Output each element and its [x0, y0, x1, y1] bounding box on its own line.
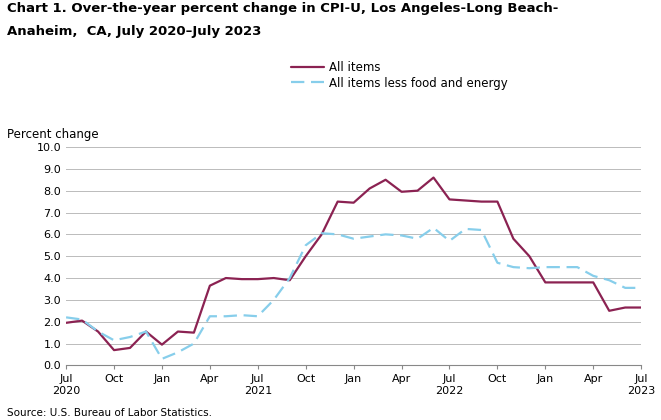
Text: Chart 1. Over-the-year percent change in CPI-U, Los Angeles-Long Beach-: Chart 1. Over-the-year percent change in…: [7, 2, 558, 15]
All items less food and energy: [126, 334, 134, 339]
All items less food and energy: [318, 231, 326, 236]
All items less food and energy: [525, 266, 533, 271]
All items less food and energy: [174, 350, 182, 355]
All items: [78, 318, 86, 323]
All items less food and energy: [254, 314, 262, 319]
All items less food and energy: [158, 356, 166, 361]
All items: [461, 198, 469, 203]
All items less food and energy: [270, 297, 278, 302]
All items: [222, 276, 230, 281]
All items less food and energy: [430, 225, 438, 230]
All items: [270, 276, 278, 281]
All items less food and energy: [334, 232, 342, 237]
All items less food and energy: [301, 243, 309, 248]
All items: [142, 329, 150, 334]
All items: [254, 277, 262, 282]
All items: [590, 280, 598, 285]
All items less food and energy: [573, 265, 581, 270]
All items less food and energy: [397, 233, 405, 238]
All items: [525, 254, 533, 259]
All items: [238, 277, 246, 282]
All items less food and energy: [206, 314, 214, 319]
All items: [414, 188, 422, 193]
All items: [94, 329, 102, 334]
All items less food and energy: [461, 226, 469, 231]
All items: [430, 175, 438, 180]
All items: [62, 320, 70, 326]
All items: [286, 278, 293, 283]
All items: [301, 254, 309, 259]
All items less food and energy: [510, 265, 518, 270]
All items less food and energy: [222, 314, 230, 319]
All items: [573, 280, 581, 285]
All items less food and energy: [78, 317, 86, 322]
All items less food and energy: [142, 329, 150, 334]
All items less food and energy: [477, 228, 485, 233]
Text: Anaheim,  CA, July 2020–July 2023: Anaheim, CA, July 2020–July 2023: [7, 25, 261, 38]
All items less food and energy: [414, 236, 422, 241]
All items: [605, 308, 613, 313]
All items: [110, 348, 118, 353]
All items less food and energy: [621, 285, 629, 290]
All items: [621, 305, 629, 310]
All items less food and energy: [350, 236, 358, 241]
All items: [206, 283, 214, 288]
All items: [158, 342, 166, 347]
All items: [510, 236, 518, 241]
All items less food and energy: [541, 265, 549, 270]
All items: [397, 189, 405, 194]
All items: [446, 197, 453, 202]
All items less food and energy: [446, 239, 453, 244]
All items less food and energy: [286, 276, 293, 281]
All items: [174, 329, 182, 334]
All items less food and energy: [637, 285, 645, 290]
All items: [381, 177, 389, 182]
All items less food and energy: [493, 260, 501, 265]
All items: [190, 330, 198, 335]
All items less food and energy: [94, 329, 102, 334]
Line: All items less food and energy: All items less food and energy: [66, 228, 641, 359]
All items less food and energy: [62, 315, 70, 320]
All items less food and energy: [366, 234, 373, 239]
All items: [637, 305, 645, 310]
Legend: All items, All items less food and energy: All items, All items less food and energ…: [291, 61, 508, 90]
All items: [126, 345, 134, 350]
All items: [541, 280, 549, 285]
All items less food and energy: [590, 273, 598, 278]
All items: [350, 200, 358, 205]
All items: [477, 199, 485, 204]
All items: [366, 186, 373, 191]
All items less food and energy: [238, 312, 246, 318]
All items less food and energy: [381, 232, 389, 237]
Text: Percent change: Percent change: [7, 128, 98, 141]
Line: All items: All items: [66, 178, 641, 350]
All items: [493, 199, 501, 204]
All items: [318, 232, 326, 237]
Text: Source: U.S. Bureau of Labor Statistics.: Source: U.S. Bureau of Labor Statistics.: [7, 408, 212, 418]
All items less food and energy: [110, 338, 118, 343]
All items: [557, 280, 565, 285]
All items: [334, 199, 342, 204]
All items less food and energy: [605, 278, 613, 283]
All items less food and energy: [557, 265, 565, 270]
All items less food and energy: [190, 341, 198, 346]
